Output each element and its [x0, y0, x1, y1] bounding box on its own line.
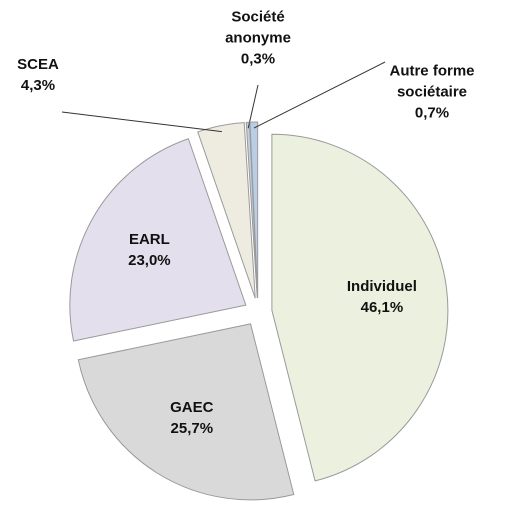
- pie-slice: [69, 138, 247, 342]
- category-label: GAEC: [170, 398, 214, 416]
- slice-label: Société anonyme 0,3%: [203, 7, 313, 70]
- pie-slice: [197, 122, 256, 299]
- category-label: EARL: [128, 231, 170, 249]
- value-label: 0,7%: [414, 104, 450, 122]
- category-label: Société anonyme: [225, 8, 291, 47]
- pie-slice: [249, 121, 259, 299]
- slice-label: Individuel 46,1%: [322, 276, 442, 318]
- leader-line: [253, 61, 386, 129]
- pie-slice: [77, 323, 295, 501]
- value-label: 0,3%: [240, 50, 276, 68]
- slice-label: GAEC 25,7%: [132, 397, 252, 439]
- value-label: 46,1%: [360, 298, 404, 316]
- pie-slice: [271, 133, 449, 482]
- slice-label: SCEA 4,3%: [0, 54, 93, 96]
- leader-line: [61, 111, 222, 133]
- value-label: 23,0%: [128, 252, 171, 270]
- slice-label: Autre forme sociétaire 0,7%: [377, 61, 487, 124]
- value-label: 4,3%: [20, 77, 56, 94]
- category-label: Individuel: [346, 277, 417, 295]
- category-label: SCEA: [17, 56, 59, 73]
- leader-line: [247, 84, 259, 129]
- category-label: Autre forme sociétaire: [389, 62, 475, 101]
- value-label: 25,7%: [170, 419, 214, 437]
- slice-label: EARL 23,0%: [89, 229, 209, 271]
